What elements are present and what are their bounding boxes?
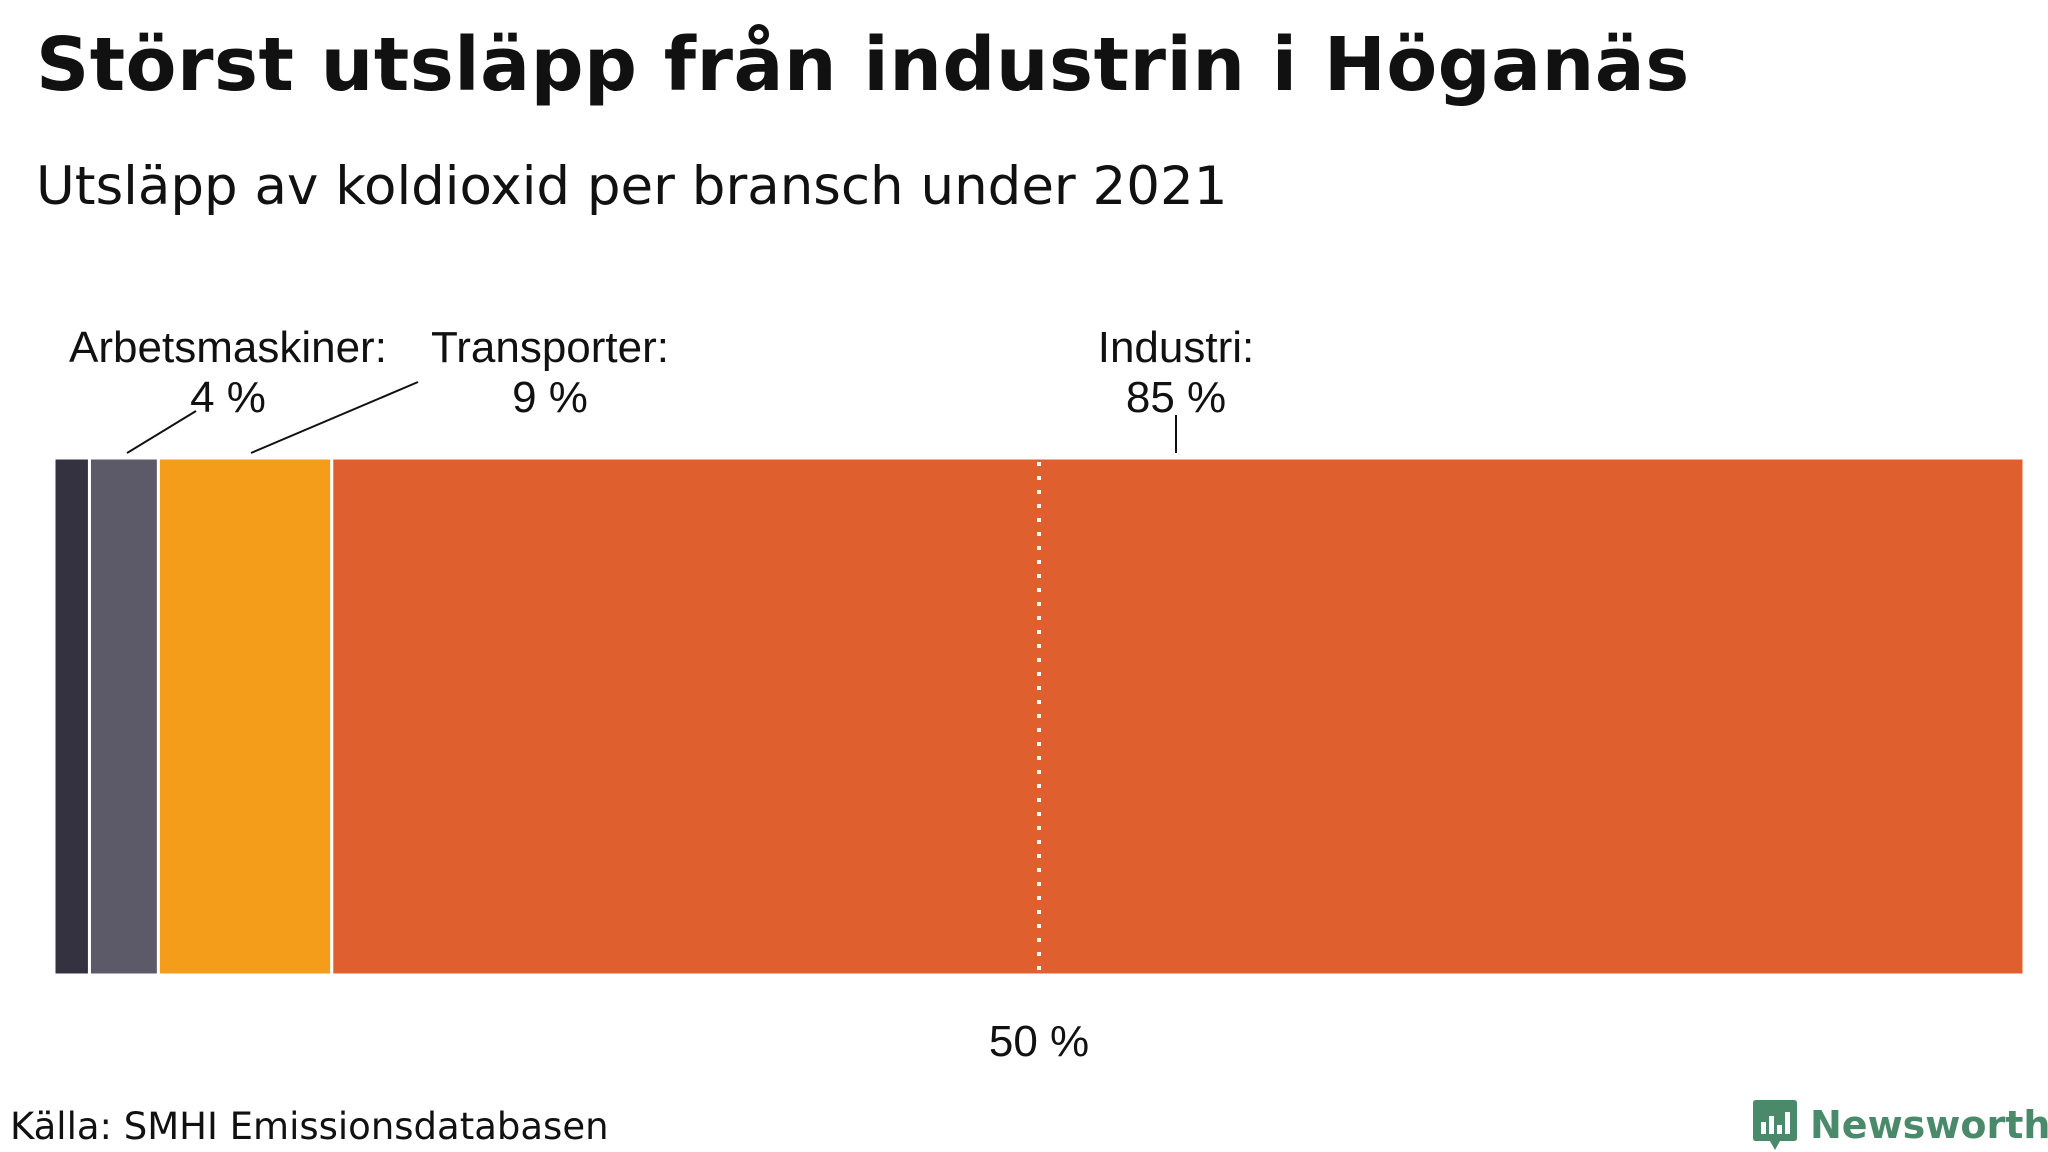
segment-label-value-2: 9 % — [512, 373, 588, 422]
chart-subtitle: Utsläpp av koldioxid per bransch under 2… — [36, 156, 1228, 217]
bar-segment-0 — [52, 456, 91, 977]
newsworthy-logo-icon — [1753, 1100, 1797, 1150]
stacked-bar-chart: 50 % Arbetsmaskiner:4 % Transporter:9 % Ind… — [52, 323, 2026, 1060]
leader-line-2 — [250, 381, 419, 454]
brand-name: Newsworthy — [1810, 1103, 2048, 1147]
reference-line-label: 50 % — [989, 1017, 1089, 1060]
segment-label-name-3: Industri: — [1098, 323, 1255, 372]
segment-label-value-1: 4 % — [190, 373, 266, 422]
segment-label-value-3: 85 % — [1126, 373, 1226, 422]
bar-segment-2 — [156, 456, 334, 977]
bar-segment-1 — [87, 456, 160, 977]
chart-title: Störst utsläpp från industrin i Höganäs — [36, 22, 1690, 108]
segment-label-name-1: Arbetsmaskiner: — [69, 323, 387, 372]
brand-logo: Newsworthy — [1752, 1098, 2048, 1152]
leader-line-1 — [126, 410, 197, 454]
segment-label-name-2: Transporter: — [431, 323, 669, 372]
bar-segment-3 — [330, 456, 2026, 977]
source-note: Källa: SMHI Emissionsdatabasen — [10, 1105, 609, 1148]
